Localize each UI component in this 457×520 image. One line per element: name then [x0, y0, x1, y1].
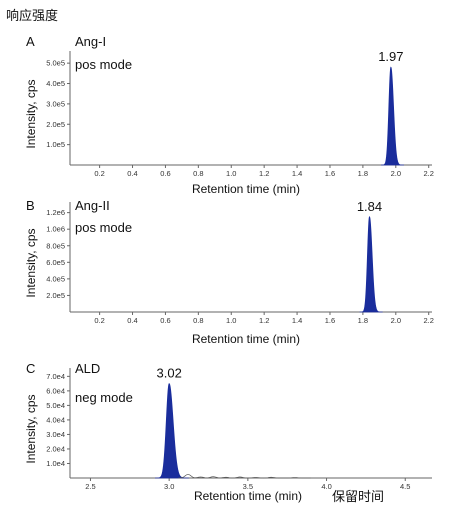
x-tick-label: 2.0 — [391, 169, 401, 178]
peak-label: 1.84 — [357, 199, 382, 214]
panel-C: C ALD neg mode 1.0e4 2.0e4 3.0e4 4.0e4 5.0e4 6.0… — [24, 361, 432, 503]
x-tick-label: 0.6 — [160, 169, 170, 178]
y-tick-label: 7.0e4 — [46, 372, 65, 381]
x-tick-label: 2.0 — [391, 316, 401, 325]
y-tick-label: 1.0e5 — [46, 140, 65, 149]
y-tick-label: 4.0e4 — [46, 415, 65, 424]
x-tick-label: 1.8 — [358, 169, 368, 178]
figure-title: 响应强度 — [6, 8, 58, 24]
mode-label: pos mode — [75, 220, 132, 235]
x-tick-label: 0.4 — [127, 316, 137, 325]
baseline-noise — [178, 474, 311, 479]
x-axis-label: Retention time (min) — [194, 489, 302, 503]
x-axis-label: Retention time (min) — [192, 182, 300, 196]
peak-A — [380, 66, 405, 166]
x-tick-label: 1.8 — [358, 316, 368, 325]
y-axis-label: Intensity, cps — [24, 228, 38, 297]
y-tick-label: 2.0e4 — [46, 444, 65, 453]
x-tick-label: 1.2 — [259, 316, 269, 325]
x-tick-label: 1.4 — [292, 169, 302, 178]
y-axis-label: Intensity, cps — [24, 394, 38, 463]
y-axis-label: Intensity, cps — [24, 79, 38, 148]
y-tick-label: 5.0e4 — [46, 401, 65, 410]
x-tick-label: 1.0 — [226, 169, 236, 178]
x-tick-label: 0.2 — [94, 169, 104, 178]
analyte-label: ALD — [75, 361, 100, 376]
y-tick-label: 4.0e5 — [46, 274, 65, 283]
panel-letter: A — [26, 34, 35, 49]
x-tick-label: 4.0 — [321, 482, 331, 491]
mode-label: neg mode — [75, 390, 133, 405]
x-tick-label: 4.5 — [400, 482, 410, 491]
x-tick-label: 1.4 — [292, 316, 302, 325]
x-tick-label: 2.2 — [423, 316, 433, 325]
x-tick-label: 3.5 — [243, 482, 253, 491]
x-tick-label: 1.2 — [259, 169, 269, 178]
x-tick-label: 0.8 — [193, 169, 203, 178]
x-tick-label: 2.2 — [423, 169, 433, 178]
x-tick-label: 0.6 — [160, 316, 170, 325]
x-tick-label: 2.5 — [85, 482, 95, 491]
y-tick-label: 4.0e5 — [46, 79, 65, 88]
y-tick-label: 6.0e4 — [46, 386, 65, 395]
mode-label: pos mode — [75, 57, 132, 72]
panel-B: B Ang-II pos mode 2.0e5 4.0e5 6.0e5 8.0e5 1.0e6… — [24, 198, 434, 346]
panel-letter: B — [26, 198, 35, 213]
y-tick-label: 6.0e5 — [46, 258, 65, 267]
y-tick-label: 3.0e4 — [46, 430, 65, 439]
y-tick-label: 3.0e5 — [46, 99, 65, 108]
y-tick-label: 5.0e5 — [46, 59, 65, 68]
y-tick-label: 1.0e6 — [46, 225, 65, 234]
x-tick-label: 0.8 — [193, 316, 203, 325]
peak-B — [359, 216, 383, 313]
x-axis-chinese-label: 保留时间 — [332, 490, 384, 505]
x-axis-label: Retention time (min) — [192, 332, 300, 346]
x-tick-label: 1.0 — [226, 316, 236, 325]
x-tick-label: 1.6 — [325, 316, 335, 325]
x-tick-label: 3.0 — [164, 482, 174, 491]
analyte-label: Ang-II — [75, 198, 110, 213]
y-tick-label: 2.0e5 — [46, 120, 65, 129]
y-tick-label: 2.0e5 — [46, 291, 65, 300]
y-tick-label: 8.0e5 — [46, 241, 65, 250]
panel-A: A Ang-I pos mode 1.0e5 2.0e5 3.0e5 4.0e5 5.0e5 0… — [24, 34, 434, 196]
peak-label: 1.97 — [378, 49, 403, 64]
x-tick-label: 0.2 — [94, 316, 104, 325]
x-tick-label: 1.6 — [325, 169, 335, 178]
y-tick-label: 1.0e4 — [46, 459, 65, 468]
x-tick-label: 0.4 — [127, 169, 137, 178]
panel-letter: C — [26, 361, 35, 376]
peak-label: 3.02 — [157, 366, 182, 381]
analyte-label: Ang-I — [75, 34, 106, 49]
y-tick-label: 1.2e6 — [46, 208, 65, 217]
peak-C — [154, 383, 189, 479]
